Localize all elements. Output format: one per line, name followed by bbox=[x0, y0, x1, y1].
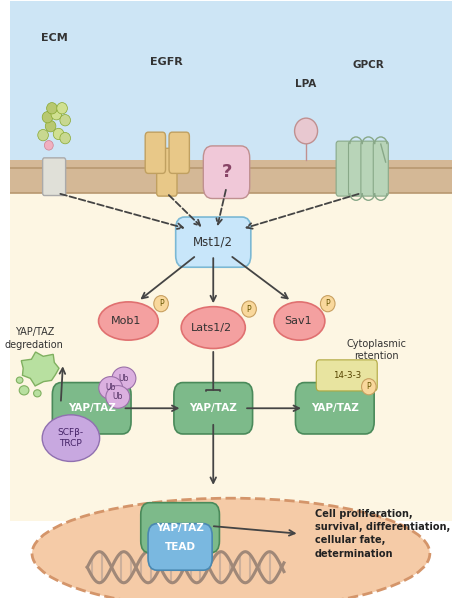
Ellipse shape bbox=[19, 386, 29, 395]
Ellipse shape bbox=[99, 377, 123, 400]
Ellipse shape bbox=[46, 102, 57, 114]
Text: YAP/TAZ: YAP/TAZ bbox=[311, 403, 359, 413]
FancyBboxPatch shape bbox=[141, 503, 219, 553]
FancyBboxPatch shape bbox=[157, 149, 177, 196]
Text: Ub: Ub bbox=[113, 392, 123, 401]
FancyBboxPatch shape bbox=[148, 524, 212, 570]
Ellipse shape bbox=[57, 102, 67, 114]
Text: ECM: ECM bbox=[41, 33, 67, 43]
Ellipse shape bbox=[274, 302, 325, 340]
Ellipse shape bbox=[362, 379, 376, 395]
Ellipse shape bbox=[42, 415, 100, 461]
Ellipse shape bbox=[112, 367, 136, 390]
Text: Mob1: Mob1 bbox=[111, 316, 141, 326]
Bar bbox=[10, 1, 452, 168]
Ellipse shape bbox=[16, 377, 23, 383]
Text: SCFβ-
TRCP: SCFβ- TRCP bbox=[58, 428, 84, 448]
Ellipse shape bbox=[99, 302, 158, 340]
Ellipse shape bbox=[106, 386, 130, 409]
Text: Ub: Ub bbox=[119, 374, 129, 383]
FancyBboxPatch shape bbox=[203, 146, 250, 198]
FancyBboxPatch shape bbox=[176, 217, 251, 267]
Text: YAP/TAZ: YAP/TAZ bbox=[68, 403, 116, 413]
FancyBboxPatch shape bbox=[52, 383, 131, 434]
FancyBboxPatch shape bbox=[361, 141, 376, 196]
Text: LPA: LPA bbox=[294, 79, 316, 89]
FancyBboxPatch shape bbox=[316, 360, 377, 391]
FancyBboxPatch shape bbox=[145, 132, 165, 173]
Text: P: P bbox=[247, 304, 251, 313]
Bar bbox=[10, 161, 452, 193]
Text: Lats1/2: Lats1/2 bbox=[191, 323, 232, 332]
FancyBboxPatch shape bbox=[43, 158, 65, 195]
Text: GPCR: GPCR bbox=[352, 60, 384, 70]
Ellipse shape bbox=[154, 296, 168, 311]
Ellipse shape bbox=[38, 129, 48, 141]
Text: YAP/TAZ: YAP/TAZ bbox=[189, 403, 237, 413]
Text: Mst1/2: Mst1/2 bbox=[193, 235, 233, 249]
Text: P: P bbox=[159, 299, 164, 308]
Ellipse shape bbox=[181, 307, 246, 349]
Text: Sav1: Sav1 bbox=[284, 316, 311, 326]
Ellipse shape bbox=[53, 128, 64, 140]
Polygon shape bbox=[21, 352, 59, 386]
Text: P: P bbox=[326, 299, 330, 308]
Ellipse shape bbox=[45, 141, 53, 150]
FancyBboxPatch shape bbox=[169, 132, 190, 173]
Ellipse shape bbox=[294, 118, 318, 144]
Ellipse shape bbox=[60, 132, 71, 144]
Text: YAP/TAZ
degredation: YAP/TAZ degredation bbox=[5, 327, 64, 350]
Text: ?: ? bbox=[221, 163, 232, 181]
FancyBboxPatch shape bbox=[373, 141, 388, 196]
Ellipse shape bbox=[51, 108, 62, 120]
Ellipse shape bbox=[32, 498, 430, 599]
Ellipse shape bbox=[60, 114, 71, 126]
Text: TEAD: TEAD bbox=[164, 542, 196, 552]
Text: EGFR: EGFR bbox=[150, 57, 183, 66]
Bar bbox=[10, 193, 452, 521]
FancyBboxPatch shape bbox=[336, 141, 351, 196]
Text: YAP/TAZ: YAP/TAZ bbox=[156, 523, 204, 533]
Text: Cell proliferation,
survival, differentiation,
cellular fate,
determination: Cell proliferation, survival, differenti… bbox=[315, 509, 450, 558]
Text: P: P bbox=[366, 382, 371, 391]
Text: 14-3-3: 14-3-3 bbox=[333, 371, 361, 380]
Ellipse shape bbox=[46, 120, 56, 132]
Ellipse shape bbox=[42, 111, 53, 123]
Ellipse shape bbox=[34, 390, 41, 397]
FancyBboxPatch shape bbox=[174, 383, 253, 434]
Text: Ub: Ub bbox=[106, 383, 116, 392]
FancyBboxPatch shape bbox=[348, 141, 364, 196]
Text: Cytoplasmic
retention: Cytoplasmic retention bbox=[347, 339, 407, 362]
Ellipse shape bbox=[242, 301, 256, 317]
FancyBboxPatch shape bbox=[295, 383, 374, 434]
Ellipse shape bbox=[320, 296, 335, 311]
